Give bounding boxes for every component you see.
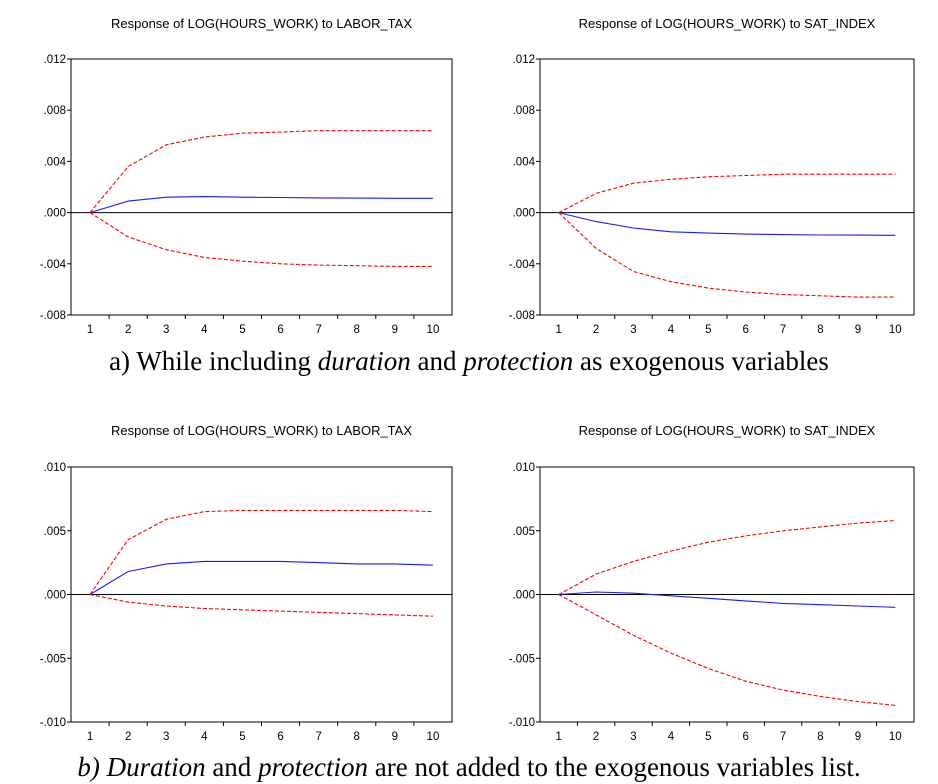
x-tick-label: 2 — [593, 324, 599, 336]
x-tick-label: 5 — [705, 324, 711, 336]
x-tick-label: 9 — [392, 731, 398, 743]
caption-b-and: and — [205, 752, 259, 782]
x-tick-label: 3 — [630, 731, 636, 743]
x-tick-label: 1 — [555, 731, 561, 743]
x-tick-label: 3 — [630, 324, 636, 336]
x-tick-label: 3 — [163, 731, 169, 743]
caption-b-duration: b) Duration — [77, 752, 206, 782]
x-tick-label: 4 — [201, 731, 208, 743]
x-tick-label: 8 — [354, 324, 360, 336]
x-tick-label: 8 — [817, 731, 823, 743]
response-line — [558, 212, 896, 236]
panel-title: Response of LOG(HOURS_WORK) to LABOR_TAX — [111, 16, 412, 31]
y-tick-label: .010 — [513, 462, 535, 474]
response-line — [89, 196, 433, 214]
y-tick-label: .010 — [44, 462, 66, 474]
confidence-upper-band — [558, 173, 896, 214]
y-tick-label: .012 — [513, 54, 535, 66]
x-tick-label: 5 — [239, 324, 245, 336]
x-tick-label: 10 — [427, 324, 440, 336]
y-tick-label: .004 — [513, 156, 536, 168]
x-tick-label: 7 — [780, 731, 786, 743]
x-tick-label: 10 — [889, 324, 902, 336]
x-tick-label: 2 — [125, 731, 131, 743]
y-tick-label: -.008 — [509, 310, 535, 322]
irf-panel-4: Response of LOG(HOURS_WORK) to SAT_INDEX… — [509, 423, 915, 743]
caption-b-protection: protection — [258, 752, 369, 782]
x-tick-label: 1 — [555, 324, 561, 336]
x-tick-label: 6 — [742, 731, 748, 743]
x-tick-label: 4 — [201, 324, 208, 336]
caption-a-protection: protection — [463, 346, 574, 376]
caption-a-prefix: a) While including — [109, 346, 318, 376]
response-line — [558, 591, 896, 608]
panel-title: Response of LOG(HOURS_WORK) to LABOR_TAX — [111, 423, 412, 438]
confidence-upper-band — [558, 519, 896, 595]
x-tick-label: 2 — [593, 731, 599, 743]
y-tick-label: -.008 — [40, 310, 66, 322]
y-tick-label: -.010 — [40, 717, 66, 729]
x-tick-label: 8 — [354, 731, 360, 743]
irf-panel-2: Response of LOG(HOURS_WORK) to SAT_INDEX… — [509, 16, 915, 336]
y-tick-label: .000 — [44, 208, 66, 220]
confidence-upper-band — [89, 509, 433, 595]
y-tick-label: .000 — [44, 590, 66, 602]
y-tick-label: .000 — [513, 208, 535, 220]
caption-a-and: and — [410, 346, 464, 376]
y-tick-label: .008 — [44, 105, 66, 117]
x-tick-label: 10 — [427, 731, 440, 743]
panel-title: Response of LOG(HOURS_WORK) to SAT_INDEX — [579, 16, 876, 31]
y-tick-label: .005 — [513, 526, 535, 538]
y-tick-label: .004 — [44, 156, 67, 168]
confidence-lower-band — [89, 593, 433, 617]
x-tick-label: 10 — [889, 731, 902, 743]
x-tick-label: 9 — [392, 324, 398, 336]
irf-panel-3: Response of LOG(HOURS_WORK) to LABOR_TAX… — [40, 423, 453, 743]
x-tick-label: 6 — [277, 731, 283, 743]
x-tick-label: 6 — [277, 324, 283, 336]
y-tick-label: .000 — [513, 590, 535, 602]
y-tick-label: -.005 — [509, 653, 535, 665]
confidence-upper-band — [89, 130, 433, 213]
confidence-lower-band — [558, 212, 896, 298]
caption-panel-a: a) While including duration and protecti… — [0, 346, 938, 377]
y-tick-label: -.004 — [40, 259, 67, 271]
x-tick-label: 3 — [163, 324, 169, 336]
x-tick-label: 4 — [668, 731, 675, 743]
confidence-lower-band — [558, 594, 896, 706]
x-tick-label: 8 — [817, 324, 823, 336]
plot-frame — [70, 58, 453, 316]
y-tick-label: -.010 — [509, 717, 535, 729]
x-tick-label: 7 — [315, 324, 321, 336]
x-tick-label: 7 — [315, 731, 321, 743]
confidence-lower-band — [89, 212, 433, 267]
x-tick-label: 1 — [87, 731, 93, 743]
caption-a-duration: duration — [317, 346, 411, 376]
y-tick-label: .005 — [44, 526, 66, 538]
plot-frame — [539, 58, 915, 316]
x-tick-label: 9 — [855, 731, 861, 743]
panel-title: Response of LOG(HOURS_WORK) to SAT_INDEX — [579, 423, 876, 438]
y-tick-label: -.005 — [40, 653, 66, 665]
x-tick-label: 5 — [705, 731, 711, 743]
caption-a-suffix: as exogenous variables — [573, 346, 829, 376]
x-tick-label: 4 — [668, 324, 675, 336]
caption-b-suffix: are not added to the exogenous variables… — [368, 752, 861, 782]
irf-panel-1: Response of LOG(HOURS_WORK) to LABOR_TAX… — [40, 16, 453, 336]
response-line — [89, 560, 433, 595]
x-tick-label: 9 — [855, 324, 861, 336]
y-tick-label: .008 — [513, 105, 535, 117]
x-tick-label: 2 — [125, 324, 131, 336]
x-tick-label: 7 — [780, 324, 786, 336]
x-tick-label: 5 — [239, 731, 245, 743]
y-tick-label: -.004 — [509, 259, 536, 271]
caption-panel-b: b) Duration and protection are not added… — [0, 752, 938, 783]
x-tick-label: 1 — [87, 324, 93, 336]
x-tick-label: 6 — [742, 324, 748, 336]
y-tick-label: .012 — [44, 54, 66, 66]
